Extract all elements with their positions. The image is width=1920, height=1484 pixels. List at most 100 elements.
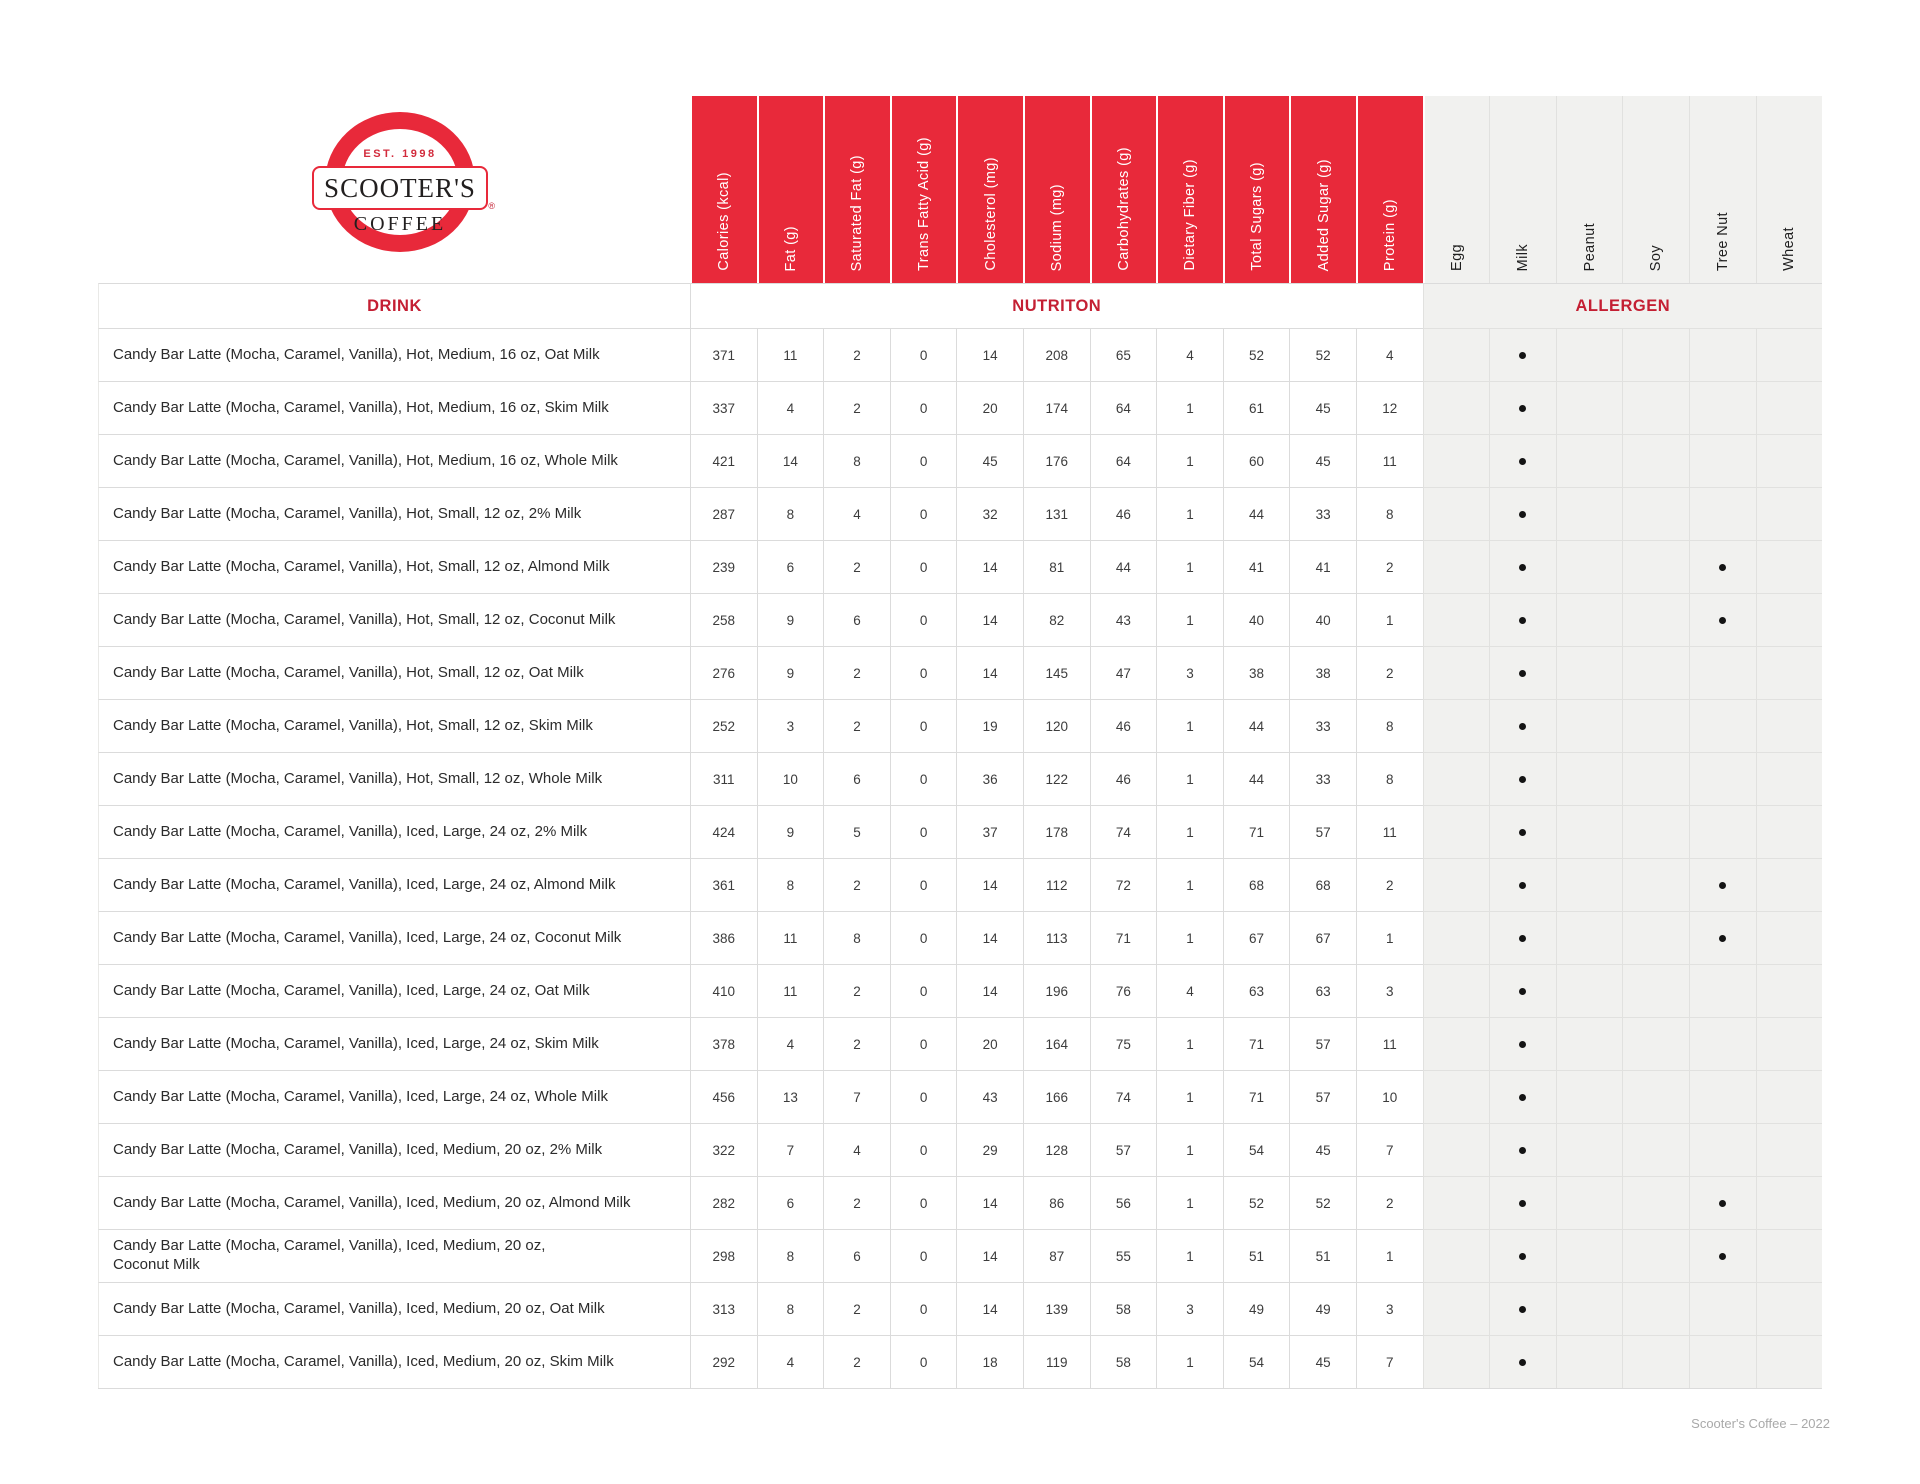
column-header-label: Cholesterol (mg) [982,157,999,271]
nutrition-column-header: Dietary Fiber (g) [1156,96,1223,283]
nutrition-value-cell: 54 [1222,1335,1290,1388]
column-header-label: Trans Fatty Acid (g) [916,137,933,271]
nutrition-value-cell: 2 [823,1335,890,1388]
allergen-dot [1519,404,1527,412]
allergen-cell [1422,381,1490,434]
allergen-cell [1422,1335,1490,1388]
allergen-cell [1555,381,1623,434]
allergen-cell [1422,752,1490,805]
nutrition-value-cell: 19 [956,699,1023,752]
nutrition-value-cell: 322 [690,1123,757,1176]
allergen-cell [1489,434,1556,487]
allergen-cell [1688,911,1756,964]
allergen-dot [1519,457,1527,465]
nutrition-value-cell: 1 [1156,1017,1223,1070]
nutrition-value-cell: 0 [889,752,957,805]
nutrition-value-cell: 0 [889,911,957,964]
drink-name-cell: Candy Bar Latte (Mocha, Caramel, Vanilla… [98,434,690,487]
nutrition-column-header: Saturated Fat (g) [823,96,890,283]
nutrition-value-cell: 71 [1222,1017,1290,1070]
nutrition-value-cell: 46 [1089,752,1157,805]
nutrition-value-cell: 112 [1022,858,1090,911]
allergen-cell [1422,646,1490,699]
allergen-cell [1555,646,1623,699]
allergen-cell [1622,1017,1689,1070]
nutrition-value-cell: 55 [1089,1229,1157,1282]
nutrition-value-cell: 0 [889,699,957,752]
nutrition-value-cell: 43 [956,1070,1023,1123]
nutrition-value-cell: 72 [1089,858,1157,911]
allergen-dot [1519,1358,1527,1366]
nutrition-value-cell: 45 [1289,1335,1356,1388]
nutrition-value-cell: 14 [956,1282,1023,1335]
nutrition-value-cell: 71 [1222,1070,1290,1123]
allergen-cell [1688,699,1756,752]
allergen-cell [1755,1282,1823,1335]
nutrition-value-cell: 1 [1156,434,1223,487]
nutrition-value-cell: 145 [1022,646,1090,699]
nutrition-value-cell: 8 [756,858,824,911]
drink-name-cell: Candy Bar Latte (Mocha, Caramel, Vanilla… [98,805,690,858]
logo-cell: EST. 1998 SCOOTER'S ® COFFEE [98,96,690,283]
allergen-dot [1519,775,1527,783]
nutrition-value-cell: 14 [956,1176,1023,1229]
nutrition-value-cell: 287 [690,487,757,540]
nutrition-value-cell: 65 [1089,328,1157,381]
allergen-cell [1688,1282,1756,1335]
nutrition-value-cell: 1 [1156,752,1223,805]
nutrition-value-cell: 6 [823,752,890,805]
nutrition-value-cell: 282 [690,1176,757,1229]
nutrition-value-cell: 361 [690,858,757,911]
nutrition-value-cell: 7 [1355,1123,1423,1176]
nutrition-value-cell: 71 [1089,911,1157,964]
nutrition-value-cell: 7 [1355,1335,1423,1388]
nutrition-value-cell: 60 [1222,434,1290,487]
nutrition-value-cell: 0 [889,1017,957,1070]
nutrition-value-cell: 37 [956,805,1023,858]
allergen-cell [1555,805,1623,858]
nutrition-value-cell: 128 [1022,1123,1090,1176]
nutrition-value-cell: 76 [1089,964,1157,1017]
allergen-cell [1489,540,1556,593]
allergen-cell [1555,858,1623,911]
section-header-drink: DRINK [98,283,690,328]
allergen-cell [1489,593,1556,646]
allergen-dot [1519,934,1527,942]
nutrition-value-cell: 45 [1289,434,1356,487]
drink-name-cell: Candy Bar Latte (Mocha, Caramel, Vanilla… [98,381,690,434]
allergen-cell [1755,1017,1823,1070]
allergen-cell [1755,646,1823,699]
allergen-cell [1688,593,1756,646]
nutrition-value-cell: 0 [889,487,957,540]
nutrition-value-cell: 7 [756,1123,824,1176]
allergen-cell [1755,1123,1823,1176]
nutrition-value-cell: 276 [690,646,757,699]
logo-brand-coffee: COFFEE [353,213,447,235]
nutrition-value-cell: 122 [1022,752,1090,805]
nutrition-value-cell: 2 [823,699,890,752]
nutrition-column-header: Sodium (mg) [1022,96,1090,283]
nutrition-value-cell: 71 [1222,805,1290,858]
allergen-cell [1688,1335,1756,1388]
nutrition-value-cell: 337 [690,381,757,434]
nutrition-value-cell: 87 [1022,1229,1090,1282]
nutrition-value-cell: 74 [1089,805,1157,858]
allergen-dot [1519,1093,1527,1101]
nutrition-value-cell: 61 [1222,381,1290,434]
nutrition-value-cell: 9 [756,805,824,858]
allergen-cell [1422,699,1490,752]
allergen-cell [1489,1335,1556,1388]
nutrition-value-cell: 239 [690,540,757,593]
nutrition-value-cell: 20 [956,381,1023,434]
nutrition-value-cell: 311 [690,752,757,805]
nutrition-value-cell: 139 [1022,1282,1090,1335]
allergen-cell [1622,487,1689,540]
allergen-cell [1622,1282,1689,1335]
nutrition-value-cell: 4 [1156,328,1223,381]
nutrition-value-cell: 456 [690,1070,757,1123]
allergen-cell [1489,911,1556,964]
nutrition-value-cell: 10 [756,752,824,805]
nutrition-value-cell: 20 [956,1017,1023,1070]
drink-name-cell: Candy Bar Latte (Mocha, Caramel, Vanilla… [98,1176,690,1229]
allergen-cell [1489,1229,1556,1282]
